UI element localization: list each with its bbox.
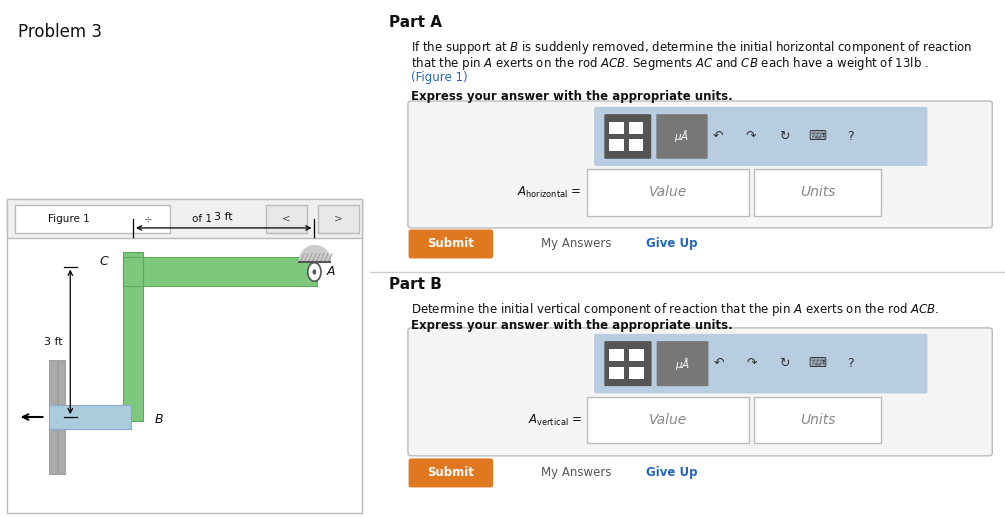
Text: Give Up: Give Up — [646, 466, 697, 480]
Bar — [587, 169, 750, 215]
Text: ÷: ÷ — [144, 214, 153, 224]
FancyBboxPatch shape — [656, 341, 709, 386]
Bar — [123, 252, 144, 421]
Bar — [7, 199, 363, 238]
Text: ⌨: ⌨ — [809, 357, 827, 370]
FancyBboxPatch shape — [409, 458, 493, 487]
Text: 3 ft: 3 ft — [214, 212, 233, 222]
Text: of 1: of 1 — [192, 214, 212, 224]
Bar — [629, 367, 643, 379]
Text: that the pin $A$ exerts on the rod $ACB$. Segments $AC$ and $CB$ each have a wei: that the pin $A$ exerts on the rod $ACB$… — [411, 55, 929, 73]
Text: (Figure 1): (Figure 1) — [411, 71, 467, 84]
Text: Submit: Submit — [427, 237, 474, 251]
Text: ↷: ↷ — [747, 357, 757, 370]
Text: ↶: ↶ — [713, 130, 723, 143]
Text: A: A — [327, 265, 336, 279]
Text: ↻: ↻ — [779, 130, 789, 143]
FancyBboxPatch shape — [604, 114, 651, 159]
Text: <: < — [282, 214, 291, 224]
Text: Part B: Part B — [389, 277, 442, 292]
Text: Determine the initial vertical component of reaction that the pin $A$ exerts on : Determine the initial vertical component… — [411, 301, 940, 319]
Text: Part A: Part A — [389, 15, 442, 30]
Bar — [609, 367, 624, 379]
Circle shape — [313, 269, 317, 275]
FancyBboxPatch shape — [604, 341, 651, 386]
Bar — [15, 205, 170, 233]
FancyBboxPatch shape — [656, 114, 708, 159]
Bar — [629, 350, 643, 362]
FancyBboxPatch shape — [408, 101, 992, 228]
Text: ?: ? — [847, 357, 854, 370]
Bar — [7, 199, 363, 513]
Text: Units: Units — [800, 413, 836, 427]
Text: $\mu\AA$: $\mu\AA$ — [674, 128, 689, 145]
Text: >: > — [334, 214, 343, 224]
Text: If the support at $B$ is suddenly removed, determine the initial horizontal comp: If the support at $B$ is suddenly remove… — [411, 39, 972, 56]
Text: My Answers: My Answers — [542, 466, 612, 480]
Text: Value: Value — [649, 185, 687, 199]
Text: Units: Units — [800, 185, 836, 199]
Text: Give Up: Give Up — [646, 237, 697, 251]
Bar — [609, 122, 624, 134]
Text: ↻: ↻ — [780, 357, 790, 370]
Bar — [755, 169, 881, 215]
Text: Submit: Submit — [427, 466, 474, 480]
Text: C: C — [99, 255, 108, 268]
FancyBboxPatch shape — [409, 229, 493, 258]
Text: Problem 3: Problem 3 — [18, 23, 103, 41]
FancyBboxPatch shape — [594, 334, 928, 394]
Bar — [58, 360, 65, 474]
Text: ↷: ↷ — [746, 130, 756, 143]
Bar — [609, 139, 624, 151]
Text: Express your answer with the appropriate units.: Express your answer with the appropriate… — [411, 90, 733, 103]
Text: $A_{\mathrm{vertical}}$ =: $A_{\mathrm{vertical}}$ = — [528, 412, 582, 428]
Text: 3 ft: 3 ft — [44, 337, 63, 347]
Circle shape — [308, 263, 321, 281]
Bar — [123, 257, 144, 286]
Bar — [318, 205, 359, 233]
Text: $A_{\mathrm{horizontal}}$ =: $A_{\mathrm{horizontal}}$ = — [518, 185, 582, 200]
Text: $\mu\AA$: $\mu\AA$ — [675, 356, 690, 371]
Text: Express your answer with the appropriate units.: Express your answer with the appropriate… — [411, 319, 733, 332]
Bar — [266, 205, 307, 233]
Text: Figure 1: Figure 1 — [48, 214, 89, 224]
Text: ⌨: ⌨ — [808, 130, 826, 143]
Bar — [49, 405, 131, 429]
FancyBboxPatch shape — [408, 328, 992, 456]
Bar — [755, 397, 881, 443]
Text: ?: ? — [846, 130, 853, 143]
Bar — [629, 139, 643, 151]
FancyBboxPatch shape — [594, 107, 928, 166]
Text: B: B — [155, 413, 164, 426]
Text: Value: Value — [649, 413, 687, 427]
Bar — [587, 397, 750, 443]
Bar — [629, 122, 643, 134]
Text: My Answers: My Answers — [542, 237, 612, 251]
Bar — [49, 360, 56, 474]
Bar — [609, 350, 624, 362]
Text: ↶: ↶ — [714, 357, 724, 370]
Bar — [123, 257, 318, 286]
